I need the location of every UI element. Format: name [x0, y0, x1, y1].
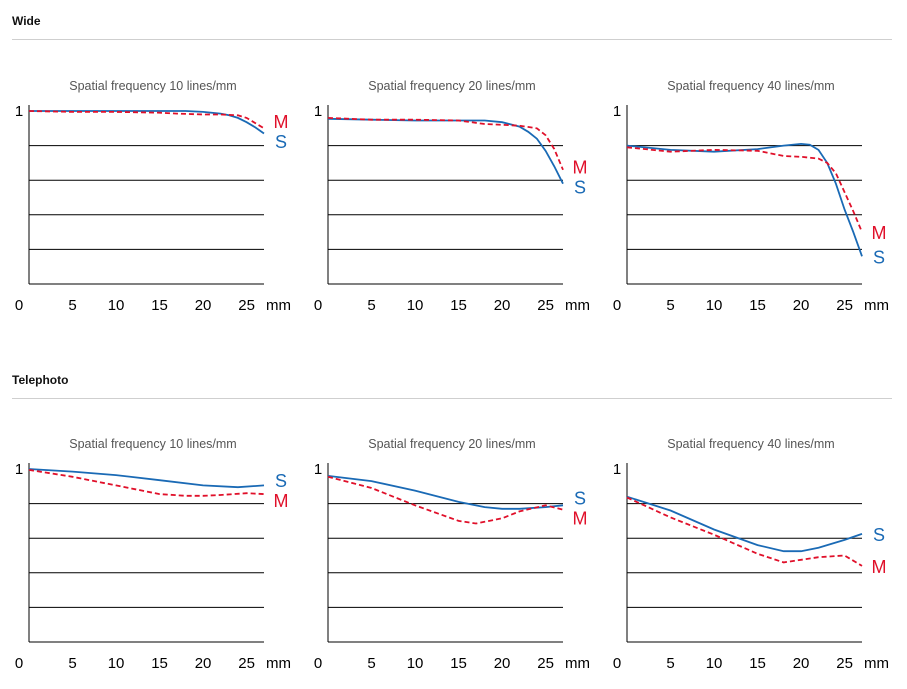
- series-label-s: S: [574, 488, 586, 508]
- x-tick-label: 15: [450, 655, 467, 672]
- x-axis-unit: mm: [266, 655, 291, 672]
- x-tick-label: 0: [613, 297, 621, 314]
- x-tick-label: 20: [494, 297, 511, 314]
- mtf-chart-3: [626, 105, 863, 285]
- section-title-wide: Wide: [12, 14, 41, 28]
- series-label-m: M: [573, 158, 588, 178]
- x-tick-label: 25: [836, 655, 853, 672]
- x-tick-label: 20: [195, 297, 212, 314]
- x-axis-unit: mm: [266, 297, 291, 314]
- x-tick-label: 25: [537, 297, 554, 314]
- x-tick-label: 25: [836, 297, 853, 314]
- section-title-telephoto: Telephoto: [12, 373, 69, 387]
- x-tick-label: 5: [68, 297, 76, 314]
- series-label-m: M: [872, 223, 887, 243]
- y-tick-label: 1: [314, 461, 322, 478]
- series-label-s: S: [275, 132, 287, 152]
- chart-title: Spatial frequency 10 lines/mm: [69, 437, 236, 451]
- series-label-s: S: [275, 471, 287, 491]
- x-tick-label: 10: [108, 655, 125, 672]
- series-label-s: S: [873, 247, 885, 267]
- y-tick-label: 1: [613, 103, 621, 120]
- series-label-m: M: [872, 557, 887, 577]
- series-label-s: S: [574, 178, 586, 198]
- y-tick-label: 1: [613, 461, 621, 478]
- x-tick-label: 0: [314, 297, 322, 314]
- x-tick-label: 10: [108, 297, 125, 314]
- x-tick-label: 5: [367, 655, 375, 672]
- chart-title: Spatial frequency 20 lines/mm: [368, 437, 535, 451]
- x-tick-label: 10: [407, 297, 424, 314]
- chart-title: Spatial frequency 20 lines/mm: [368, 79, 535, 93]
- mtf-chart-6: [626, 463, 863, 643]
- x-tick-label: 0: [15, 297, 23, 314]
- x-tick-label: 0: [314, 655, 322, 672]
- series-line-m: [626, 496, 863, 567]
- x-tick-label: 5: [666, 655, 674, 672]
- x-axis-unit: mm: [864, 655, 889, 672]
- x-tick-label: 20: [195, 655, 212, 672]
- x-tick-label: 5: [68, 655, 76, 672]
- series-line-m: [327, 117, 564, 171]
- x-tick-label: 15: [450, 297, 467, 314]
- chart-title: Spatial frequency 40 lines/mm: [667, 437, 834, 451]
- series-label-m: M: [274, 112, 289, 132]
- section-divider: [12, 39, 892, 40]
- x-tick-label: 25: [238, 655, 255, 672]
- section-divider: [12, 398, 892, 399]
- x-axis-unit: mm: [864, 297, 889, 314]
- y-tick-label: 1: [15, 461, 23, 478]
- series-label-m: M: [573, 508, 588, 528]
- chart-title: Spatial frequency 10 lines/mm: [69, 79, 236, 93]
- x-tick-label: 5: [367, 297, 375, 314]
- chart-title: Spatial frequency 40 lines/mm: [667, 79, 834, 93]
- series-label-m: M: [274, 491, 289, 511]
- x-tick-label: 5: [666, 297, 674, 314]
- series-line-s: [29, 110, 265, 135]
- series-line-m: [626, 146, 863, 233]
- x-axis-unit: mm: [565, 655, 590, 672]
- series-label-s: S: [873, 525, 885, 545]
- x-tick-label: 0: [15, 655, 23, 672]
- mtf-chart-1: [28, 105, 265, 285]
- x-tick-label: 15: [749, 297, 766, 314]
- mtf-chart-4: [28, 463, 265, 643]
- series-line-s: [626, 495, 863, 553]
- series-line-m: [28, 469, 265, 497]
- x-axis-unit: mm: [565, 297, 590, 314]
- y-tick-label: 1: [314, 103, 322, 120]
- x-tick-label: 20: [494, 655, 511, 672]
- x-tick-label: 20: [793, 655, 810, 672]
- series-line-s: [28, 468, 265, 489]
- series-line-s: [327, 117, 564, 185]
- x-tick-label: 15: [151, 655, 168, 672]
- x-tick-label: 10: [706, 297, 723, 314]
- y-tick-label: 1: [15, 103, 23, 120]
- x-tick-label: 25: [537, 655, 554, 672]
- x-tick-label: 20: [793, 297, 810, 314]
- x-tick-label: 25: [238, 297, 255, 314]
- series-line-m: [28, 110, 265, 130]
- mtf-chart-5: [327, 463, 564, 643]
- mtf-chart-2: [327, 105, 564, 285]
- x-tick-label: 15: [749, 655, 766, 672]
- series-line-s: [626, 142, 863, 257]
- x-tick-label: 10: [407, 655, 424, 672]
- x-tick-label: 15: [151, 297, 168, 314]
- x-tick-label: 10: [706, 655, 723, 672]
- series-line-m: [327, 475, 564, 525]
- x-tick-label: 0: [613, 655, 621, 672]
